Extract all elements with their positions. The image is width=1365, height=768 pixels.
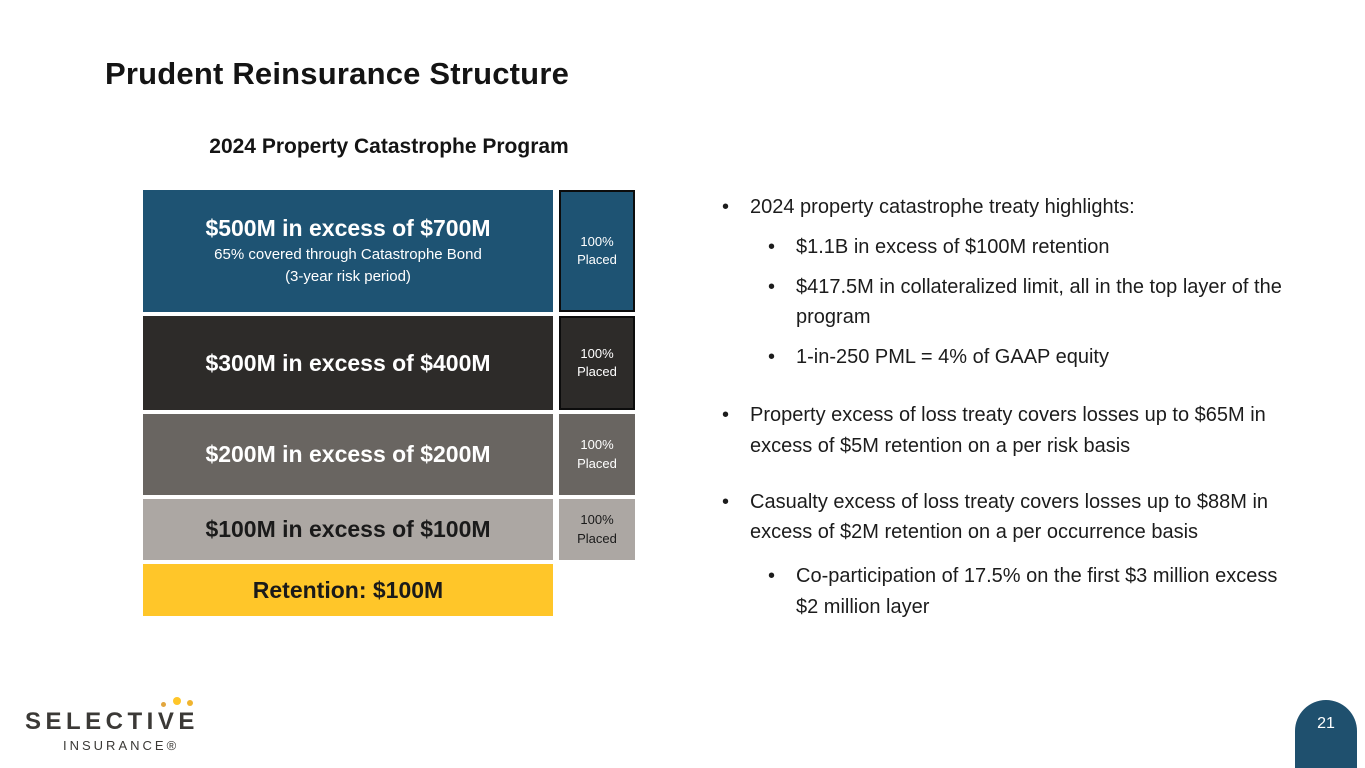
layer-label: $200M in excess of $200M	[205, 441, 491, 468]
tower-layer-500m-xs-700m: $500M in excess of $700M 65% covered thr…	[143, 190, 553, 312]
tower-row-5: Retention: $100M	[143, 564, 635, 616]
bullet-property-xol: Property excess of loss treaty covers lo…	[712, 400, 1300, 462]
layer-label: $100M in excess of $100M	[205, 516, 491, 543]
logo-subtext: INSURANCE®	[63, 738, 180, 753]
tower-row-4: $100M in excess of $100M 100% Placed	[143, 499, 635, 560]
page-number-tab: 21	[1295, 700, 1357, 768]
sub-bullet-co-participation: Co-participation of 17.5% on the first $…	[712, 561, 1300, 623]
placed-badge-1: 100% Placed	[559, 190, 635, 312]
highlights-text-block: 2024 property catastrophe treaty highlig…	[712, 192, 1300, 623]
bullet-treaty-highlights: 2024 property catastrophe treaty highlig…	[712, 192, 1300, 223]
placed-badge-4: 100% Placed	[559, 499, 635, 560]
logo-wordmark: SELECTIVE	[25, 708, 199, 735]
layer-label: $300M in excess of $400M	[205, 349, 491, 376]
logo-dot-center	[173, 697, 181, 705]
slide-title: Prudent Reinsurance Structure	[105, 56, 570, 91]
logo-dot-right	[187, 700, 193, 706]
tower-row-1: $500M in excess of $700M 65% covered thr…	[143, 190, 635, 312]
layer-label: $500M in excess of $700M	[205, 215, 491, 242]
retention-bar: Retention: $100M	[143, 564, 553, 616]
page-number: 21	[1317, 715, 1335, 732]
program-subtitle: 2024 Property Catastrophe Program	[209, 135, 569, 158]
sub-bullet-retention: $1.1B in excess of $100M retention	[712, 232, 1300, 263]
bullet-casualty-xol: Casualty excess of loss treaty covers lo…	[712, 487, 1300, 549]
layer-note-line1: 65% covered through Catastrophe Bond	[214, 245, 482, 263]
layer-note-line2: (3-year risk period)	[285, 268, 411, 286]
reinsurance-tower-diagram: $500M in excess of $700M 65% covered thr…	[143, 190, 635, 616]
tower-layer-200m-xs-200m: $200M in excess of $200M	[143, 414, 553, 495]
logo-dots-icon	[161, 697, 195, 707]
sub-bullet-pml: 1-in-250 PML = 4% of GAAP equity	[712, 342, 1300, 373]
tower-row-2: $300M in excess of $400M 100% Placed	[143, 316, 635, 410]
tower-row-3: $200M in excess of $200M 100% Placed	[143, 414, 635, 495]
placed-badge-2: 100% Placed	[559, 316, 635, 410]
logo-dot-left	[161, 702, 166, 707]
sub-bullet-collateralized-limit: $417.5M in collateralized limit, all in …	[712, 272, 1300, 334]
tower-layer-300m-xs-400m: $300M in excess of $400M	[143, 316, 553, 410]
placed-badge-3: 100% Placed	[559, 414, 635, 495]
tower-layer-100m-xs-100m: $100M in excess of $100M	[143, 499, 553, 560]
retention-label: Retention: $100M	[252, 576, 444, 603]
selective-insurance-logo: SELECTIVE INSURANCE®	[25, 694, 215, 753]
